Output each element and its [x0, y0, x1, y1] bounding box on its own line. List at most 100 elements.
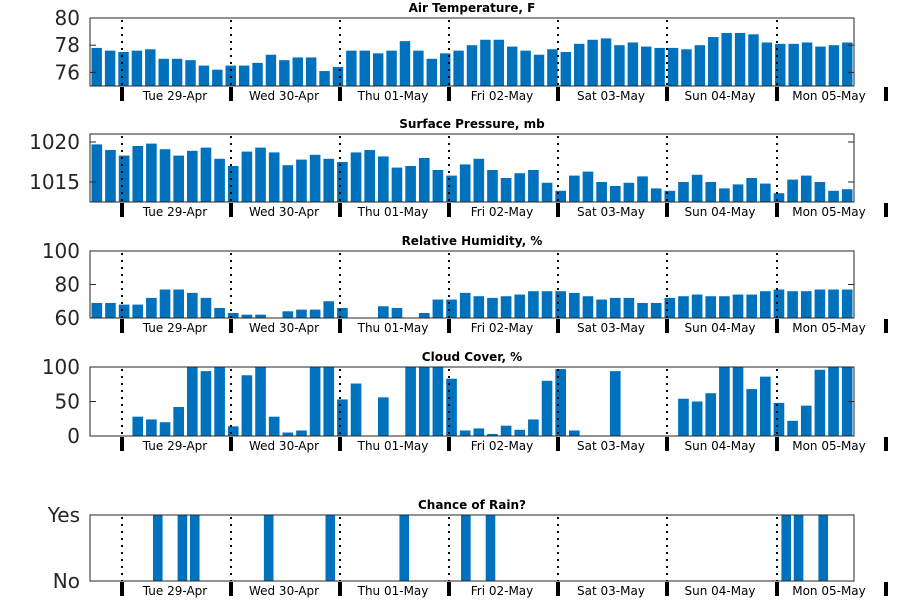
cloud-cover-bar [268, 416, 280, 436]
day-marker [884, 87, 888, 101]
cloud-cover-bar [200, 371, 212, 436]
surface-pressure-axes [89, 133, 855, 203]
y-tick-label: 100 [42, 355, 80, 379]
surface-pressure-bar [364, 150, 375, 202]
chance-of-rain-title: Chance of Rain? [418, 498, 526, 512]
day-label: Wed 30-Apr [249, 205, 319, 219]
surface-pressure-bar [760, 183, 771, 202]
air-temperature-bar [372, 53, 384, 86]
day-label: Sat 03-May [577, 439, 645, 453]
surface-pressure-bar [268, 152, 280, 202]
cloud-cover-bar [841, 367, 853, 436]
surface-pressure-bar [187, 150, 198, 202]
y-tick-label: 78 [55, 33, 80, 57]
surface-pressure-bar [378, 156, 389, 202]
chance-of-rain-bar [189, 515, 200, 581]
cloud-cover-bar [569, 430, 580, 436]
cloud-cover-bar [282, 432, 294, 436]
air-temperature-bar [292, 57, 303, 86]
cloud-cover-bar [255, 367, 266, 436]
air-temperature-bar [574, 43, 585, 86]
air-temperature-bar [265, 54, 277, 86]
day-marker [120, 87, 124, 101]
day-marker [665, 437, 669, 451]
air-temperature-bar [493, 39, 505, 86]
relative-humidity-bar [459, 292, 471, 319]
air-temperature-bar [708, 37, 719, 86]
air-temperature-bar [346, 50, 357, 86]
day-label: Thu 01-May [357, 89, 429, 103]
day-label: Fri 02-May [471, 584, 534, 598]
surface-pressure-bar [814, 182, 826, 202]
surface-pressure-bar [132, 146, 144, 202]
day-marker [775, 87, 779, 101]
day-marker [447, 582, 451, 596]
relative-humidity-bar [418, 312, 430, 318]
surface-pressure-bar [746, 178, 757, 202]
air-temperature-bar [721, 32, 732, 86]
day-label: Sun 04-May [684, 321, 755, 335]
relative-humidity-bar [664, 297, 676, 318]
air-temperature-bar [480, 39, 491, 86]
day-label: Thu 01-May [357, 439, 429, 453]
air-temperature-bar [681, 49, 692, 86]
relative-humidity-bar [500, 296, 512, 318]
air-temperature-bar [600, 38, 612, 86]
cloud-cover-bar [337, 399, 348, 436]
day-label: Wed 30-Apr [249, 89, 319, 103]
day-label: Wed 30-Apr [249, 321, 319, 335]
air-temperature-bar [118, 52, 129, 86]
relative-humidity-bar [105, 302, 116, 318]
day-marker [556, 319, 560, 333]
day-label: Mon 05-May [792, 89, 866, 103]
relative-humidity-bar [200, 297, 212, 318]
y-tick-label: 80 [55, 273, 80, 297]
relative-humidity-bar [241, 314, 253, 318]
air-temperature-bar [775, 43, 786, 86]
relative-humidity-bar [637, 302, 648, 318]
day-marker [665, 203, 669, 217]
surface-pressure-bar [227, 166, 239, 202]
day-marker [229, 203, 233, 217]
day-label: Thu 01-May [357, 584, 429, 598]
surface-pressure-bar [664, 190, 676, 202]
day-marker [229, 87, 233, 101]
y-tick-label: 0 [67, 424, 80, 448]
day-marker [884, 582, 888, 596]
cloud-cover-bar [541, 380, 553, 436]
air-temperature-bar [520, 50, 531, 86]
day-marker [120, 319, 124, 333]
y-tick-label: 1020 [29, 130, 80, 154]
cloud-cover-bar [323, 367, 335, 436]
air-temperature-bar [359, 50, 370, 86]
air-temperature-bar [560, 52, 572, 86]
cloud-cover-bar [528, 419, 539, 436]
relative-humidity-bar [555, 291, 566, 318]
relative-humidity-bar [596, 299, 607, 318]
air-temperature-bar [185, 60, 196, 86]
cloud-cover-bar [719, 367, 730, 436]
chance-of-rain-axes [89, 514, 855, 582]
cloud-cover-bar [473, 428, 485, 436]
cloud-cover-bar [187, 367, 198, 436]
relative-humidity-title: Relative Humidity, % [402, 234, 543, 248]
relative-humidity-bar [582, 296, 594, 318]
relative-humidity-bar [391, 307, 403, 318]
day-label: Sat 03-May [577, 205, 645, 219]
cloud-cover-bar [732, 367, 744, 436]
day-marker [884, 203, 888, 217]
cloud-cover-bar [241, 375, 253, 436]
surface-pressure-bar [405, 166, 416, 202]
cloud-cover-bar [227, 426, 239, 436]
day-label: Sun 04-May [684, 584, 755, 598]
air-temperature-bar [587, 39, 598, 86]
surface-pressure-bar [241, 151, 253, 202]
surface-pressure-bar [637, 176, 648, 202]
chance-of-rain-bar [461, 515, 471, 581]
chance-of-rain-bar [818, 515, 828, 581]
cloud-cover-bar [296, 430, 307, 436]
chance-of-rain-bar [399, 515, 410, 581]
relative-humidity-bar [337, 307, 348, 318]
surface-pressure-bar [255, 147, 266, 202]
chance-of-rain-bar [781, 515, 792, 581]
